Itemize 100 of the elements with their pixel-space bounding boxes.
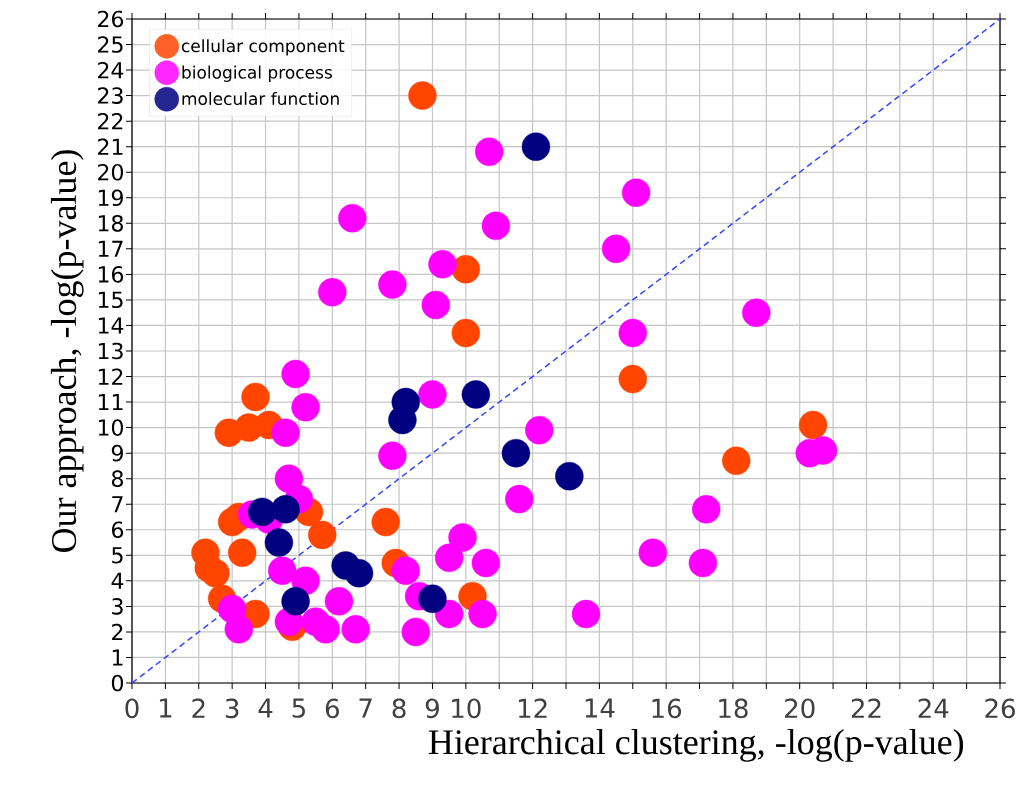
x-tick-label: 14 [585,698,615,718]
point [227,538,257,567]
y-tick-label: 24 [98,61,124,79]
point [264,528,294,557]
y-tick-label: 20 [98,163,123,181]
point [525,415,554,445]
y-tick-label: 3 [112,598,123,615]
point [618,364,647,394]
point [344,558,374,588]
point [471,548,501,578]
x-tick-label: 26 [985,698,1015,719]
point [268,556,297,585]
x-tick-label: 1 [159,698,172,718]
point [388,405,417,435]
y-tick-label: 13 [98,342,123,360]
point [451,255,481,284]
x-tick-label: 6 [325,698,339,719]
point [338,204,367,233]
point [421,290,450,320]
x-tick-label: 24 [918,698,949,718]
y-tick-label: 15 [98,291,123,309]
point [638,538,667,567]
y-tick-label: 10 [98,419,123,436]
point [692,495,721,524]
point [408,81,437,110]
y-tick-label: 22 [98,112,123,130]
x-tick-label: 2 [192,698,205,718]
point [434,543,464,573]
point [618,318,647,348]
y-tick-label: 14 [98,317,124,334]
x-tick-label: 22 [851,698,881,718]
point [448,523,477,552]
point [371,507,400,537]
y-tick-label: 6 [112,521,124,539]
point [378,441,407,470]
y-tick-label: 0 [111,674,123,692]
y-tick-label: 23 [98,87,123,104]
point [281,359,310,389]
y-tick-label: 18 [98,214,123,232]
point [401,617,430,647]
y-tick-label: 1 [112,649,123,666]
y-tick-label: 12 [98,368,123,385]
y-tick-label: 17 [98,240,123,257]
x-tick-label: 20 [785,698,815,719]
y-tick-label: 21 [98,138,123,155]
point [475,137,504,166]
y-tick-label: 4 [111,572,124,589]
legend-label: molecular function [182,91,339,106]
point [241,382,270,412]
point [521,132,551,161]
point [248,497,277,527]
x-tick-label: 5 [292,698,305,718]
point [378,270,407,299]
point [391,556,420,585]
point [798,410,828,440]
y-tick-label: 9 [111,444,123,462]
point [324,587,354,616]
point [418,584,447,613]
point [224,615,254,644]
x-tick-label: 9 [425,698,439,719]
x-tick-label: 10 [452,698,481,719]
point [281,587,310,616]
point [274,464,304,493]
y-tick-label: 5 [112,547,123,564]
x-tick-label: 18 [719,698,748,719]
y-tick-label: 2 [112,623,123,641]
legend-label: cellular component [181,39,345,56]
y-tick-label: 19 [98,189,123,207]
y-tick-label: 16 [98,266,124,283]
point [308,520,337,550]
point [501,438,531,468]
point [434,599,464,629]
y-tick-label: 11 [98,394,123,411]
point [311,615,340,644]
point [742,298,771,327]
y-tick-label: 25 [98,36,123,53]
point [291,392,320,422]
point [621,178,651,207]
point [341,615,370,644]
y-axis-title: Our approach, -log(p-value) [50,150,84,552]
point [481,211,511,241]
legend-label: biological process [182,65,332,82]
point [428,249,457,279]
x-axis-title: Hierarchical clustering, -log(p-value) [428,729,964,762]
point [555,461,584,491]
point [468,599,497,629]
point [601,234,631,264]
x-tick-label: 0 [125,698,139,719]
y-tick-label: 26 [98,10,124,28]
point [688,548,718,578]
x-tick-label: 12 [518,698,547,718]
point [451,318,481,348]
point [271,418,300,447]
point [722,446,751,476]
x-tick-label: 8 [392,698,406,719]
point [418,380,447,409]
x-tick-label: 4 [258,698,273,718]
point [505,484,534,514]
point [571,599,601,629]
point [461,380,491,409]
